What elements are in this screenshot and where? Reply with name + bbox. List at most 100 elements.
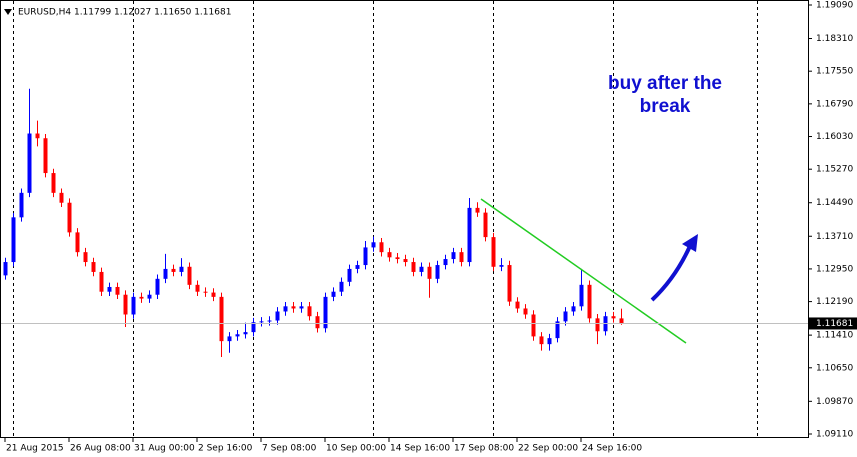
candle-body	[171, 268, 176, 272]
candle-body	[571, 306, 576, 312]
candle-body	[299, 306, 304, 309]
candle-body	[403, 259, 408, 263]
candle-body	[131, 296, 136, 315]
plot-frame	[0, 0, 809, 438]
candle-body	[579, 284, 584, 307]
candle-body	[555, 321, 560, 339]
trend-line	[480, 198, 687, 344]
candle-body	[259, 321, 264, 323]
candle-body	[475, 207, 480, 213]
candle-body	[139, 296, 144, 299]
candle-body	[155, 278, 160, 295]
x-tick-label: 17 Sep 08:00	[454, 444, 514, 454]
candle-body	[11, 217, 16, 263]
candle-body	[451, 252, 456, 260]
y-tick-label: 1.10650	[816, 363, 853, 373]
candle-body	[315, 316, 320, 329]
candle-body	[43, 138, 48, 174]
candle-body	[419, 266, 424, 272]
candle-body	[411, 262, 416, 272]
candle-body	[251, 322, 256, 333]
candle-body	[483, 212, 488, 238]
arrow-head	[682, 234, 698, 252]
y-tick-label: 1.12190	[816, 297, 853, 307]
candle-body	[115, 286, 120, 295]
candle-body	[35, 133, 40, 139]
arrow-shaft	[650, 245, 692, 302]
y-tick-label: 1.19090	[816, 0, 853, 10]
chart-header: EURUSD,H4 1.11799 1.12027 1.11650 1.1168…	[18, 8, 231, 18]
candle-body	[443, 259, 448, 266]
candle-body	[227, 336, 232, 342]
candle-body	[243, 332, 248, 335]
y-tick-label: 1.09110	[816, 429, 853, 439]
candle-body	[235, 334, 240, 337]
x-tick-label: 26 Aug 08:00	[70, 444, 131, 454]
candle-body	[387, 252, 392, 258]
x-tick-label: 22 Sep 00:00	[518, 444, 578, 454]
candle-body	[331, 291, 336, 297]
candle-body	[267, 320, 272, 322]
candle-body	[195, 284, 200, 292]
candle-body	[123, 294, 128, 315]
y-tick-label: 1.16790	[816, 99, 853, 109]
candle-body	[523, 308, 528, 315]
y-tick-label: 1.09870	[816, 397, 853, 407]
y-tick-label: 1.17550	[816, 67, 853, 77]
grid	[13, 1, 758, 437]
candle-body	[435, 265, 440, 279]
candle-body	[427, 266, 432, 279]
x-tick-label: 31 Aug 00:00	[134, 444, 195, 454]
candle-body	[99, 271, 104, 292]
price-label: 1.11681	[816, 319, 853, 329]
candle-body	[147, 294, 152, 299]
candle-body	[163, 268, 168, 279]
candle-body	[563, 311, 568, 322]
x-tick-label: 21 Aug 2015	[6, 444, 64, 454]
candle-body	[371, 242, 376, 248]
candle-body	[595, 318, 600, 332]
candle-body	[19, 192, 24, 218]
candle-body	[307, 306, 312, 317]
candle-body	[459, 252, 464, 263]
candle-body	[67, 202, 72, 233]
candle-body	[291, 306, 296, 309]
candle-body	[179, 266, 184, 272]
candle-body	[379, 242, 384, 253]
x-tick-label: 24 Sep 16:00	[582, 444, 642, 454]
x-tick-label: 7 Sep 08:00	[262, 444, 317, 454]
candle-body	[339, 281, 344, 292]
candle-body	[211, 292, 216, 297]
candle-body	[547, 338, 552, 345]
y-tick-label: 1.13710	[816, 232, 853, 242]
candle-body	[3, 262, 8, 276]
candle-body	[539, 336, 544, 345]
candle-body	[283, 306, 288, 312]
candle-body	[187, 266, 192, 285]
y-tick-label: 1.15270	[816, 165, 853, 175]
candle-body	[515, 301, 520, 309]
y-tick-label: 1.11410	[816, 331, 853, 341]
candle-body	[219, 296, 224, 342]
candle-body	[363, 247, 368, 266]
candle-body	[587, 284, 592, 319]
candle-body	[83, 252, 88, 263]
candle-body	[347, 268, 352, 282]
candle-body	[203, 291, 208, 293]
x-tick-label: 2 Sep 16:00	[198, 444, 253, 454]
y-tick-label: 1.14490	[816, 198, 853, 208]
candle-body	[491, 237, 496, 267]
candle-body	[107, 286, 112, 292]
candle-body	[611, 316, 616, 319]
x-tick-label: 10 Sep 00:00	[326, 444, 386, 454]
candle-body	[531, 314, 536, 337]
candle-body	[323, 296, 328, 329]
candle-body	[51, 173, 56, 193]
annotation: buy after the break	[607, 73, 723, 117]
candle-body	[275, 311, 280, 321]
header-icon	[4, 9, 12, 15]
candle-body	[75, 232, 80, 253]
price-label-box	[809, 317, 857, 330]
